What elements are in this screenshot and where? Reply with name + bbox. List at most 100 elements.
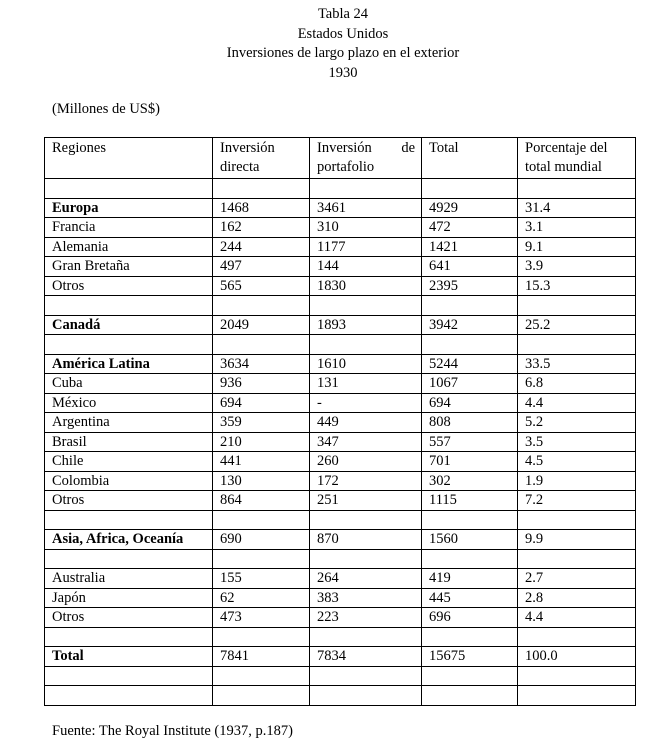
header-directa-line2: directa [220, 159, 260, 175]
cell-inversion-directa: 2049 [212, 314, 310, 335]
cell-region: Canadá [44, 314, 213, 335]
table-row-blank [44, 626, 636, 647]
cell-inversion-portafolio: 144 [309, 256, 422, 277]
cell-porcentaje [517, 665, 636, 686]
cell-region: Alemania [44, 236, 213, 257]
cell-inversion-portafolio: 870 [309, 529, 422, 550]
cell-inversion-directa [212, 295, 310, 316]
cell-region [44, 334, 213, 355]
cell-total: 557 [421, 431, 518, 452]
cell-inversion-portafolio [309, 295, 422, 316]
cell-inversion-portafolio: 172 [309, 470, 422, 491]
cell-porcentaje: 2.8 [517, 587, 636, 608]
cell-total [421, 685, 518, 706]
cell-total: 701 [421, 451, 518, 472]
cell-inversion-portafolio: 1610 [309, 353, 422, 374]
cell-inversion-portafolio [309, 509, 422, 530]
cell-total: 1560 [421, 529, 518, 550]
source-note: Fuente: The Royal Institute (1937, p.187… [52, 723, 293, 739]
cell-region [44, 178, 213, 199]
header-regiones: Regiones [44, 137, 213, 179]
table-row: Cuba 936 131 1067 6.8 [44, 373, 636, 394]
cell-porcentaje: 6.8 [517, 373, 636, 394]
cell-region: Colombia [44, 470, 213, 491]
table-row: Otros 864 251 1115 7.2 [44, 490, 636, 511]
header-porcentaje-line1: Porcentaje del [525, 140, 608, 156]
header-porcentaje-line2: total mundial [525, 159, 602, 175]
cell-inversion-portafolio [309, 548, 422, 569]
cell-region: Total [44, 646, 213, 667]
cell-inversion-directa: 162 [212, 217, 310, 238]
cell-inversion-portafolio: 3461 [309, 197, 422, 218]
cell-region: Chile [44, 451, 213, 472]
header-total-text: Total [429, 140, 459, 156]
cell-region: Francia [44, 217, 213, 238]
table-title: Tabla 24 Estados Unidos Inversiones de l… [0, 5, 659, 83]
units-label: (Millones de US$) [52, 101, 160, 117]
cell-inversion-directa: 565 [212, 275, 310, 296]
cell-inversion-directa: 936 [212, 373, 310, 394]
cell-inversion-directa: 473 [212, 607, 310, 628]
cell-total: 4929 [421, 197, 518, 218]
cell-region: Argentina [44, 412, 213, 433]
cell-porcentaje: 9.1 [517, 236, 636, 257]
table-row-blank [44, 178, 636, 199]
cell-inversion-portafolio [309, 626, 422, 647]
cell-region: México [44, 392, 213, 413]
title-line-2: Estados Unidos [297, 25, 389, 42]
table-row-blank [44, 685, 636, 706]
cell-total [421, 626, 518, 647]
cell-inversion-directa: 3634 [212, 353, 310, 374]
cell-porcentaje: 7.2 [517, 490, 636, 511]
cell-total [421, 509, 518, 530]
cell-porcentaje [517, 626, 636, 647]
table-row: Europa 1468 3461 4929 31.4 [44, 197, 636, 218]
cell-inversion-portafolio: - [309, 392, 422, 413]
cell-inversion-portafolio: 1830 [309, 275, 422, 296]
cell-inversion-directa: 210 [212, 431, 310, 452]
cell-inversion-portafolio: 7834 [309, 646, 422, 667]
cell-inversion-directa: 441 [212, 451, 310, 472]
cell-inversion-directa: 1468 [212, 197, 310, 218]
cell-region [44, 685, 213, 706]
table-row: Otros 473 223 696 4.4 [44, 607, 636, 628]
cell-total: 641 [421, 256, 518, 277]
cell-porcentaje: 25.2 [517, 314, 636, 335]
cell-total: 2395 [421, 275, 518, 296]
cell-porcentaje: 1.9 [517, 470, 636, 491]
cell-inversion-directa: 130 [212, 470, 310, 491]
table-row: Colombia 130 172 302 1.9 [44, 470, 636, 491]
header-portafolio-word1: Inversión [317, 140, 372, 156]
table-row-blank [44, 334, 636, 355]
cell-inversion-directa: 244 [212, 236, 310, 257]
cell-porcentaje [517, 685, 636, 706]
cell-region [44, 295, 213, 316]
cell-total [421, 548, 518, 569]
cell-inversion-directa: 690 [212, 529, 310, 550]
cell-inversion-portafolio: 223 [309, 607, 422, 628]
cell-total [421, 178, 518, 199]
cell-inversion-portafolio [309, 685, 422, 706]
cell-region: Brasil [44, 431, 213, 452]
cell-inversion-directa: 864 [212, 490, 310, 511]
table-row-blank [44, 548, 636, 569]
table-row: Chile 441 260 701 4.5 [44, 451, 636, 472]
cell-region: Otros [44, 490, 213, 511]
cell-total: 3942 [421, 314, 518, 335]
cell-porcentaje: 31.4 [517, 197, 636, 218]
table-row: Total 7841 7834 15675 100.0 [44, 646, 636, 667]
cell-porcentaje: 3.9 [517, 256, 636, 277]
cell-inversion-directa [212, 178, 310, 199]
cell-porcentaje: 4.4 [517, 392, 636, 413]
cell-inversion-portafolio: 264 [309, 568, 422, 589]
cell-total: 1421 [421, 236, 518, 257]
cell-porcentaje: 15.3 [517, 275, 636, 296]
header-directa-line1: Inversión [220, 140, 275, 156]
cell-total: 808 [421, 412, 518, 433]
cell-porcentaje: 2.7 [517, 568, 636, 589]
cell-inversion-directa: 62 [212, 587, 310, 608]
cell-region: Otros [44, 275, 213, 296]
cell-region [44, 665, 213, 686]
cell-inversion-directa: 155 [212, 568, 310, 589]
cell-porcentaje [517, 548, 636, 569]
